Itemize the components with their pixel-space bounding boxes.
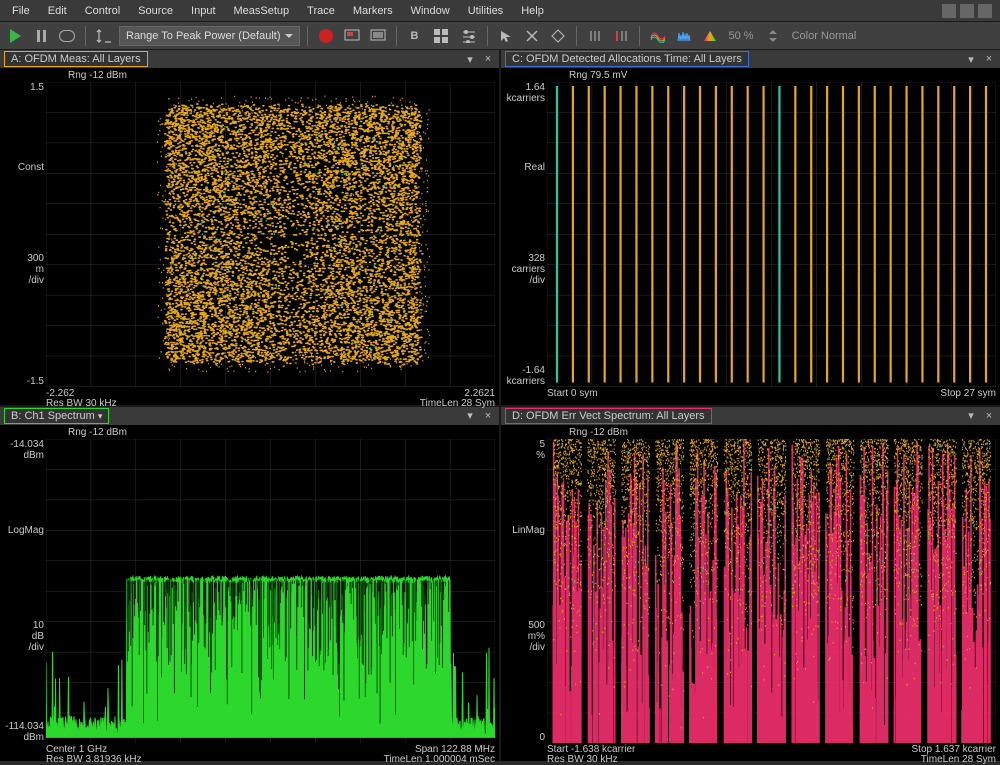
panel-b-title[interactable]: B: Ch1 Spectrum ▾ [4, 408, 109, 424]
panel-c-header: C: OFDM Detected Allocations Time: All L… [501, 50, 1000, 68]
color-mode-label: Color Normal [788, 30, 861, 42]
panel-d-title[interactable]: D: OFDM Err Vect Spectrum: All Layers [505, 408, 712, 424]
panel-a-rng: Rng -12 dBm [68, 70, 127, 81]
menu-control[interactable]: Control [77, 3, 128, 19]
restart-button[interactable] [56, 25, 78, 47]
x-marker-icon[interactable] [521, 25, 543, 47]
screen-a-icon[interactable] [341, 25, 363, 47]
panel-d: D: OFDM Err Vect Spectrum: All Layers ▾ … [501, 407, 1000, 762]
panel-d-header: D: OFDM Err Vect Spectrum: All Layers ▾ … [501, 407, 1000, 425]
panel-b-body: Rng -12 dBm -14.034dBm -114.034dBm LogMa… [0, 425, 499, 762]
single-bar-icon[interactable] [610, 25, 632, 47]
play-button[interactable] [4, 25, 26, 47]
layout-expand-icon[interactable] [960, 4, 974, 18]
chevron-down-icon[interactable]: ▾ [463, 52, 477, 66]
panel-d-plot[interactable] [547, 439, 996, 744]
close-icon[interactable]: × [982, 52, 996, 66]
close-icon[interactable]: × [481, 52, 495, 66]
panel-b-header: B: Ch1 Spectrum ▾ ▾ × [0, 407, 499, 425]
panel-b-footer: Center 1 GHz Res BW 3.81936 kHz Span 122… [46, 745, 495, 761]
panel-b-rng: Rng -12 dBm [68, 427, 127, 438]
chevron-down-icon[interactable]: ▾ [964, 52, 978, 66]
panel-d-body: Rng -12 dBm 5% 0 LinMag 500 m% /div Star… [501, 425, 1000, 762]
sliders-icon[interactable] [458, 25, 480, 47]
chevron-down-icon [285, 34, 293, 38]
panel-b-yaxis: -14.034dBm -114.034dBm [0, 439, 46, 744]
pause-icon [37, 30, 46, 42]
triangle-rainbow-icon[interactable] [699, 25, 721, 47]
grid-icon[interactable] [430, 25, 452, 47]
panel-c-footer: Start 0 sym Stop 27 sym [547, 389, 996, 405]
panel-c-title[interactable]: C: OFDM Detected Allocations Time: All L… [505, 51, 749, 67]
auto-range-icon[interactable] [93, 25, 115, 47]
menu-input[interactable]: Input [183, 3, 223, 19]
panel-a-title[interactable]: A: OFDM Meas: All Layers [4, 51, 148, 67]
panel-b-plot[interactable] [46, 439, 495, 744]
chevron-down-icon[interactable]: ▾ [964, 409, 978, 423]
bars-icon[interactable] [584, 25, 606, 47]
cursor-icon[interactable] [495, 25, 517, 47]
restart-icon [59, 30, 75, 42]
panel-a: A: OFDM Meas: All Layers ▾ × Rng -12 dBm… [0, 50, 499, 405]
panel-c-plot[interactable] [547, 82, 996, 387]
menu-window[interactable]: Window [403, 3, 458, 19]
menu-help[interactable]: Help [513, 3, 552, 19]
menu-trace[interactable]: Trace [299, 3, 343, 19]
menu-file[interactable]: File [4, 3, 38, 19]
panel-b: B: Ch1 Spectrum ▾ ▾ × Rng -12 dBm -14.03… [0, 407, 499, 762]
opacity-label: 50 % [725, 30, 758, 42]
range-dropdown[interactable]: Range To Peak Power (Default) [119, 26, 300, 46]
menubar: File Edit Control Source Input MeasSetup… [0, 0, 1000, 22]
pause-button[interactable] [30, 25, 52, 47]
close-icon[interactable]: × [481, 409, 495, 423]
stepper-icon[interactable] [762, 25, 784, 47]
layout-icons [942, 4, 996, 18]
layout-grid-icon[interactable] [942, 4, 956, 18]
panel-c: C: OFDM Detected Allocations Time: All L… [501, 50, 1000, 405]
menu-markers[interactable]: Markers [345, 3, 401, 19]
layout-collapse-icon[interactable] [978, 4, 992, 18]
chevron-down-icon[interactable]: ▾ [463, 409, 477, 423]
record-icon [319, 29, 333, 43]
panel-a-header: A: OFDM Meas: All Layers ▾ × [0, 50, 499, 68]
toolbar: Range To Peak Power (Default) B 50 % Col… [0, 22, 1000, 50]
panel-a-yaxis: 1.5 -1.5 [0, 82, 46, 387]
panel-d-footer: Start -1.638 kcarrier Res BW 30 kHz Stop… [547, 745, 996, 761]
record-button[interactable] [315, 25, 337, 47]
panel-a-body: Rng -12 dBm 1.5 -1.5 Const 300 m /div -2… [0, 68, 499, 405]
bold-icon[interactable]: B [404, 25, 426, 47]
menu-edit[interactable]: Edit [40, 3, 75, 19]
rainbow-wave-icon[interactable] [647, 25, 669, 47]
panel-d-yaxis: 5% 0 [501, 439, 547, 744]
spectrum-blue-icon[interactable] [673, 25, 695, 47]
panel-a-plot[interactable] [46, 82, 495, 387]
plot-grid: A: OFDM Meas: All Layers ▾ × Rng -12 dBm… [0, 50, 1000, 761]
menu-source[interactable]: Source [130, 3, 181, 19]
play-icon [10, 29, 21, 43]
panel-c-body: Rng 79.5 mV 1.64kcarriers -1.64kcarriers… [501, 68, 1000, 405]
range-dropdown-label: Range To Peak Power (Default) [126, 30, 281, 42]
diamond-marker-icon[interactable] [547, 25, 569, 47]
menu-utilities[interactable]: Utilities [460, 3, 511, 19]
panel-d-rng: Rng -12 dBm [569, 427, 628, 438]
screen-b-icon[interactable] [367, 25, 389, 47]
panel-c-yaxis: 1.64kcarriers -1.64kcarriers [501, 82, 547, 387]
close-icon[interactable]: × [982, 409, 996, 423]
panel-a-footer: -2.262 Res BW 30 kHz 2.2621 TimeLen 28 S… [46, 389, 495, 405]
menu-meassetup[interactable]: MeasSetup [226, 3, 298, 19]
panel-c-rng: Rng 79.5 mV [569, 70, 627, 81]
